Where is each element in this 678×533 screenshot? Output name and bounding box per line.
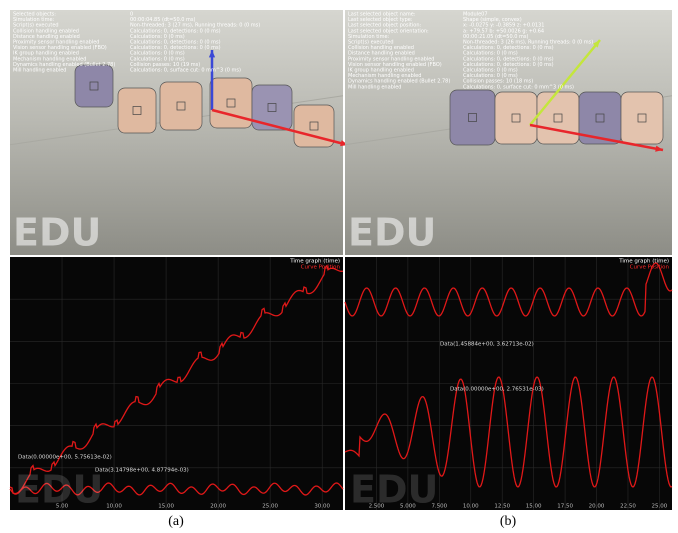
x-tick-label: 20.00 [210, 504, 226, 510]
x-tick-label: 25.00 [262, 504, 278, 510]
x-tick-label: 15.00 [158, 504, 174, 510]
x-tick-label: 22.50 [620, 504, 636, 510]
graph-legend: Curve Position [301, 265, 341, 271]
module-block [210, 78, 252, 128]
module-block [537, 92, 579, 144]
x-tick-label: 17.50 [557, 504, 573, 510]
graph-legend: Curve Position [630, 265, 670, 271]
caption: (a) [168, 514, 184, 529]
watermark: EDU [15, 468, 103, 512]
info-value: Calculations: 0, surface cut: 0 mm^3 (0 … [130, 68, 241, 74]
annotation: Data(0.00000e+00, 2.76531e-03) [450, 387, 544, 393]
module-block [160, 82, 202, 130]
module-block [450, 90, 495, 145]
x-tick-label: 10.00 [106, 504, 122, 510]
x-tick-label: 30.00 [314, 504, 330, 510]
annotation: Data(1.45884e+00, 3.62713e-02) [440, 342, 534, 348]
x-tick-label: 15.00 [526, 504, 542, 510]
x-tick-label: 10.00 [463, 504, 479, 510]
annotation: Data(3.14798e+00, 4.87794e-03) [95, 468, 189, 474]
module-block [621, 92, 663, 144]
caption: (b) [500, 514, 517, 529]
module-block [252, 85, 292, 130]
info-label: Mill handling enabled [13, 68, 66, 74]
module-block [118, 88, 156, 133]
info-label: Mill handling enabled [348, 84, 401, 90]
watermark: EDU [350, 468, 438, 512]
x-tick-label: 12.50 [494, 504, 510, 510]
annotation: Data(0.00000e+00, 5.75613e-02) [18, 455, 112, 461]
watermark: EDU [348, 211, 436, 255]
x-tick-label: 25.00 [652, 504, 668, 510]
figure: Selected objects:0Simulation time:00:00:… [0, 0, 678, 533]
info-value: Calculations: 0, surface cut: 0 mm^3 (0 … [463, 84, 574, 90]
x-tick-label: 20.00 [589, 504, 605, 510]
module-block [75, 65, 113, 107]
watermark: EDU [13, 211, 101, 255]
module-block [495, 92, 537, 144]
